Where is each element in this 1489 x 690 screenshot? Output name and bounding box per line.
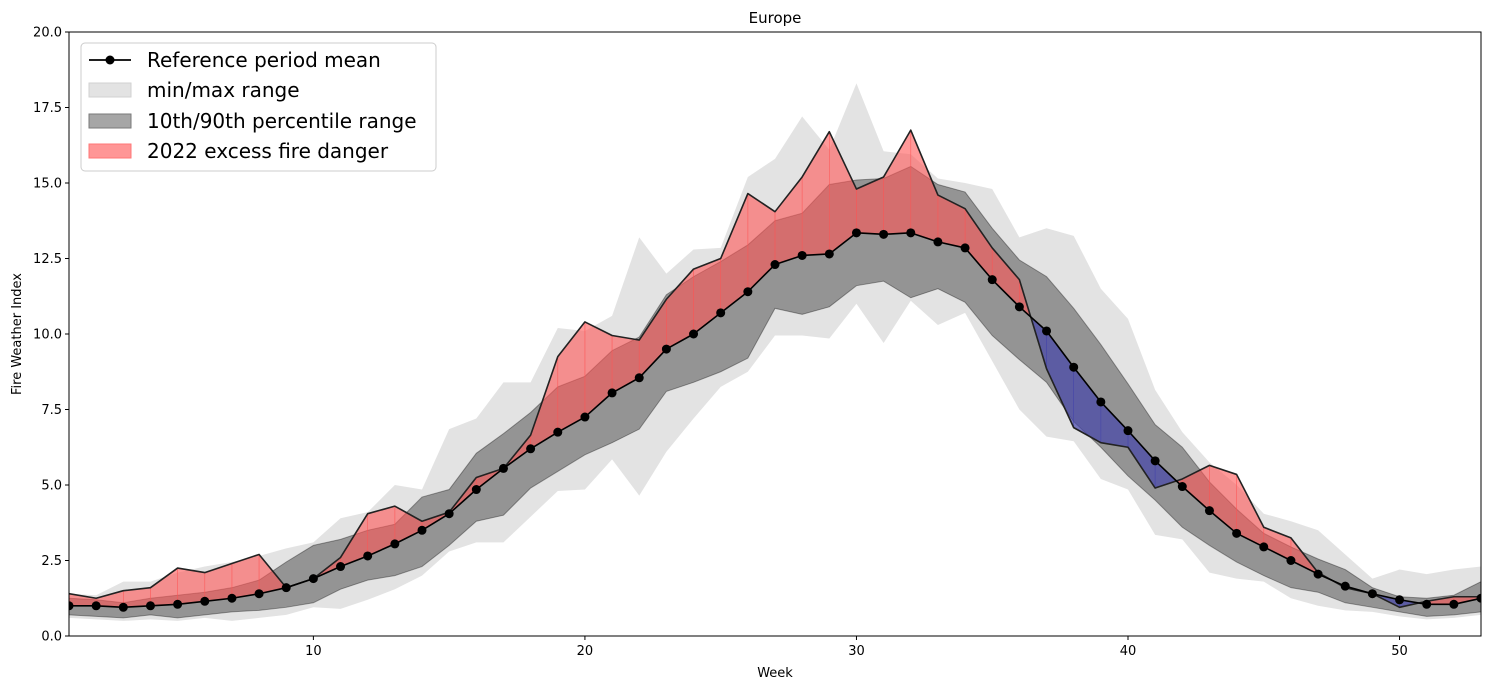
x-tick-label: 30 — [848, 644, 865, 659]
reference-mean-point — [743, 287, 753, 297]
reference-mean-point — [308, 574, 318, 584]
excess-area-segment — [177, 567, 206, 605]
chart-title: Europe — [749, 9, 802, 27]
reference-mean-point — [1123, 426, 1133, 436]
reference-mean-point — [444, 509, 454, 519]
y-tick-label: 20.0 — [33, 26, 62, 41]
reference-mean-point — [1367, 589, 1377, 599]
reference-mean-point — [770, 260, 780, 270]
reference-mean-point — [1259, 542, 1269, 552]
x-axis-title: Week — [757, 666, 793, 681]
legend: Reference period mean min/max range 10th/9… — [80, 42, 437, 172]
reference-mean-point — [471, 485, 481, 495]
y-tick-label: 12.5 — [33, 252, 62, 267]
reference-mean-point — [553, 427, 563, 437]
reference-mean-point — [797, 250, 807, 260]
excess-area-segment — [883, 129, 912, 235]
reference-mean-point — [1395, 595, 1405, 605]
reference-mean-point — [607, 388, 617, 398]
excess-area-segment — [231, 554, 260, 599]
y-tick-label: 5.0 — [41, 479, 62, 494]
x-tick-label: 10 — [305, 644, 322, 659]
excess-area-segment — [150, 567, 178, 607]
reference-mean-point — [1476, 593, 1481, 603]
x-tick-label: 40 — [1120, 644, 1137, 659]
reference-mean-point — [906, 228, 916, 238]
minmax-range-band — [69, 83, 1481, 621]
y-tick-label: 0.0 — [41, 630, 62, 645]
reference-mean-point — [200, 596, 210, 606]
reference-mean-point — [879, 229, 889, 239]
legend-percentile-swatch — [88, 113, 132, 129]
reference-mean-point — [498, 463, 508, 473]
reference-mean-point — [1069, 362, 1079, 372]
plot-layers — [69, 83, 1481, 621]
legend-box — [80, 42, 437, 172]
legend-mean-marker — [105, 55, 115, 65]
legend-label: Reference period mean — [147, 48, 381, 72]
reference-mean-point — [1286, 556, 1296, 565]
reference-mean-point — [145, 601, 155, 611]
y-tick-label: 2.5 — [41, 554, 62, 569]
reference-mean-point — [254, 589, 264, 599]
reference-mean-point — [987, 275, 997, 285]
reference-mean-point — [824, 249, 834, 259]
legend-label: 10th/90th percentile range — [147, 109, 417, 133]
reference-mean-point — [526, 444, 536, 454]
reference-mean-point — [689, 329, 699, 339]
reference-mean-point — [1340, 581, 1350, 591]
x-tick-label: 20 — [577, 644, 594, 659]
reference-mean-point — [363, 551, 373, 561]
reference-mean-point — [1096, 397, 1106, 407]
y-tick-label: 15.0 — [33, 177, 62, 192]
plot-area — [69, 83, 1481, 621]
reference-mean-point — [69, 601, 74, 611]
reference-mean-point — [1449, 599, 1459, 609]
reference-mean-point — [661, 344, 671, 354]
reference-mean-point — [336, 562, 346, 572]
reference-mean-point — [960, 243, 970, 253]
reference-mean-point — [118, 602, 128, 612]
reference-mean-point — [1042, 326, 1052, 336]
reference-mean-point — [634, 373, 644, 383]
y-tick-label: 7.5 — [41, 403, 62, 418]
reference-mean-point — [933, 237, 943, 247]
reference-mean-point — [1422, 599, 1432, 609]
y-tick-label: 17.5 — [33, 101, 62, 116]
reference-mean-point — [580, 412, 590, 422]
reference-mean-point — [716, 308, 726, 318]
reference-mean-point — [227, 593, 237, 603]
y-axis-title: Fire Weather Index — [10, 273, 25, 395]
reference-mean-point — [1232, 528, 1242, 538]
reference-mean-point — [1177, 482, 1187, 492]
legend-excess-swatch — [88, 143, 132, 159]
reference-mean-point — [1150, 456, 1160, 466]
y-tick-label: 10.0 — [33, 328, 62, 343]
legend-label: 2022 excess fire danger — [147, 139, 389, 163]
reference-mean-point — [173, 599, 183, 609]
reference-mean-point — [91, 601, 101, 611]
legend-label: min/max range — [147, 78, 300, 102]
reference-mean-point — [1014, 302, 1024, 312]
reference-mean-point — [417, 525, 427, 535]
reference-mean-point — [281, 583, 291, 593]
axes: 10 20 30 40 50 0.0 2.5 5.0 7.5 10.0 12.5 15.0 17.5 20… — [33, 26, 1482, 659]
x-tick-label: 50 — [1391, 644, 1408, 659]
legend-minmax-swatch — [88, 82, 132, 98]
reference-mean-point — [1204, 506, 1214, 516]
reference-mean-point — [390, 539, 400, 549]
reference-mean-point — [851, 228, 861, 238]
reference-mean-point — [1313, 569, 1323, 579]
